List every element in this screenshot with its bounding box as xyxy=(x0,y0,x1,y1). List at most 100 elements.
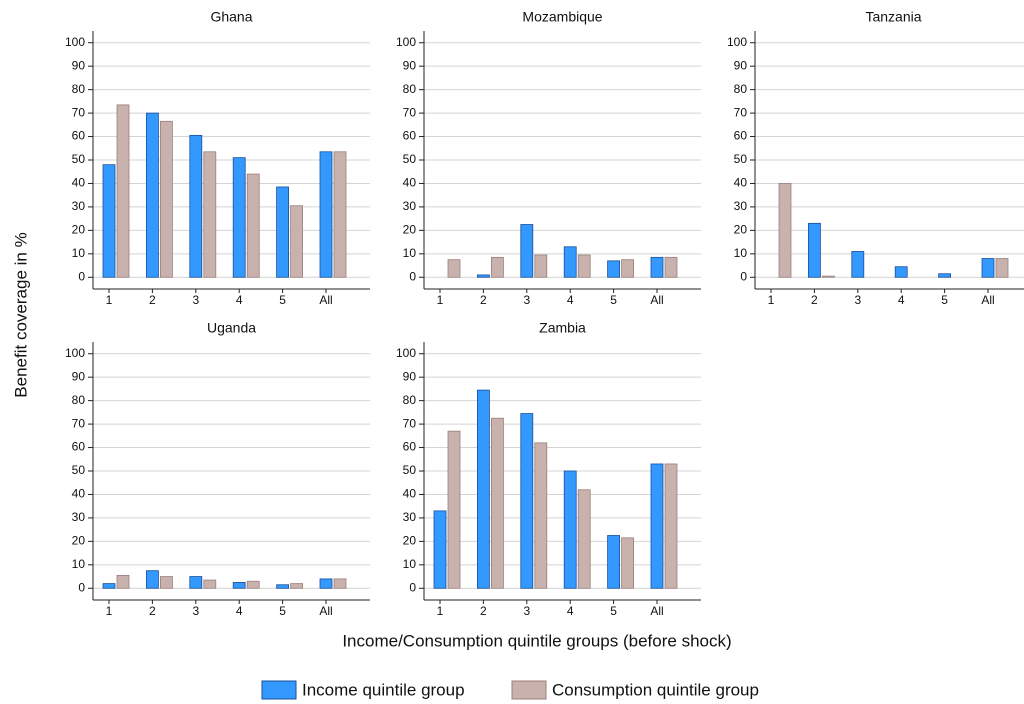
legend-label: Income quintile group xyxy=(302,680,465,699)
bar xyxy=(520,413,534,589)
y-tick-label: 70 xyxy=(403,416,417,430)
x-tick-label: 5 xyxy=(610,293,617,307)
x-tick-label: 4 xyxy=(236,293,243,307)
y-tick-label: 30 xyxy=(734,199,748,213)
y-tick-label: 40 xyxy=(403,487,417,501)
bar xyxy=(203,151,217,278)
x-tick-label: 3 xyxy=(192,604,199,618)
bar xyxy=(447,430,461,589)
bar xyxy=(981,258,995,278)
y-tick-label: 70 xyxy=(734,105,748,119)
y-tick-label: 0 xyxy=(409,580,416,594)
y-tick-label: 60 xyxy=(734,129,748,143)
bar xyxy=(607,535,620,589)
bar xyxy=(189,134,203,278)
x-tick-label: 2 xyxy=(149,604,156,618)
bar xyxy=(333,151,347,278)
y-tick-label: 80 xyxy=(734,82,748,96)
bar xyxy=(534,254,548,278)
y-tick-label: 10 xyxy=(734,246,748,260)
bar xyxy=(116,104,130,278)
y-tick-label: 20 xyxy=(734,223,748,237)
y-tick-label: 100 xyxy=(396,346,416,360)
y-tick-label: 20 xyxy=(72,223,86,237)
bar xyxy=(563,470,577,589)
y-tick-label: 90 xyxy=(403,369,417,383)
bar xyxy=(476,389,490,589)
y-tick-label: 10 xyxy=(403,246,417,260)
bar xyxy=(246,580,260,589)
bar xyxy=(246,173,260,278)
x-tick-label: All xyxy=(981,293,994,307)
panel-title: Uganda xyxy=(207,320,256,336)
y-axis-label: Benefit coverage in % xyxy=(11,232,30,397)
y-tick-label: 10 xyxy=(403,557,417,571)
bar xyxy=(534,442,548,589)
y-tick-label: 30 xyxy=(72,510,86,524)
x-tick-label: All xyxy=(319,604,332,618)
bar xyxy=(102,164,116,278)
x-tick-label: 1 xyxy=(106,604,113,618)
bar xyxy=(276,186,290,278)
bar xyxy=(290,205,304,278)
bar xyxy=(203,579,217,589)
x-tick-label: All xyxy=(650,293,663,307)
bar xyxy=(490,256,504,278)
bar xyxy=(290,583,304,589)
bar xyxy=(621,537,634,589)
x-tick-label: 4 xyxy=(567,604,574,618)
x-tick-label: All xyxy=(650,604,663,618)
legend-label: Consumption quintile group xyxy=(552,680,759,699)
bar xyxy=(520,224,534,278)
bar xyxy=(447,259,461,278)
bar xyxy=(116,574,130,589)
bar xyxy=(664,463,678,589)
x-tick-label: 2 xyxy=(149,293,156,307)
y-tick-label: 0 xyxy=(78,580,85,594)
x-tick-label: All xyxy=(319,293,332,307)
y-tick-label: 100 xyxy=(396,35,416,49)
x-tick-label: 5 xyxy=(279,604,286,618)
y-tick-label: 0 xyxy=(409,269,416,283)
bar xyxy=(894,266,908,278)
y-tick-label: 20 xyxy=(72,534,86,548)
y-tick-label: 70 xyxy=(403,105,417,119)
y-tick-label: 10 xyxy=(72,557,86,571)
bar xyxy=(995,258,1009,278)
y-tick-label: 90 xyxy=(403,58,417,72)
y-tick-label: 90 xyxy=(72,369,86,383)
bar xyxy=(664,256,678,278)
y-tick-label: 50 xyxy=(72,463,86,477)
bar xyxy=(808,222,821,278)
bar xyxy=(319,578,333,589)
y-tick-label: 40 xyxy=(734,176,748,190)
panel-title: Mozambique xyxy=(522,9,602,25)
bar xyxy=(276,584,290,589)
x-tick-label: 3 xyxy=(523,604,530,618)
y-tick-label: 100 xyxy=(65,346,85,360)
bar xyxy=(938,273,951,278)
y-tick-label: 90 xyxy=(734,58,748,72)
x-tick-label: 2 xyxy=(811,293,818,307)
x-tick-label: 1 xyxy=(106,293,113,307)
bar xyxy=(851,251,865,278)
panel-title: Ghana xyxy=(210,9,252,25)
bar xyxy=(102,583,116,589)
bar xyxy=(232,582,246,589)
y-tick-label: 30 xyxy=(72,199,86,213)
y-tick-label: 40 xyxy=(403,176,417,190)
y-tick-label: 30 xyxy=(403,510,417,524)
x-tick-label: 5 xyxy=(610,604,617,618)
y-tick-label: 0 xyxy=(78,269,85,283)
y-tick-label: 50 xyxy=(734,152,748,166)
x-axis-label: Income/Consumption quintile groups (befo… xyxy=(342,631,731,650)
bar xyxy=(577,254,591,278)
bar xyxy=(189,576,203,589)
y-tick-label: 10 xyxy=(72,246,86,260)
bar xyxy=(333,578,347,589)
x-tick-label: 2 xyxy=(480,604,487,618)
x-tick-label: 1 xyxy=(437,604,444,618)
bar xyxy=(476,274,490,278)
y-tick-label: 20 xyxy=(403,534,417,548)
